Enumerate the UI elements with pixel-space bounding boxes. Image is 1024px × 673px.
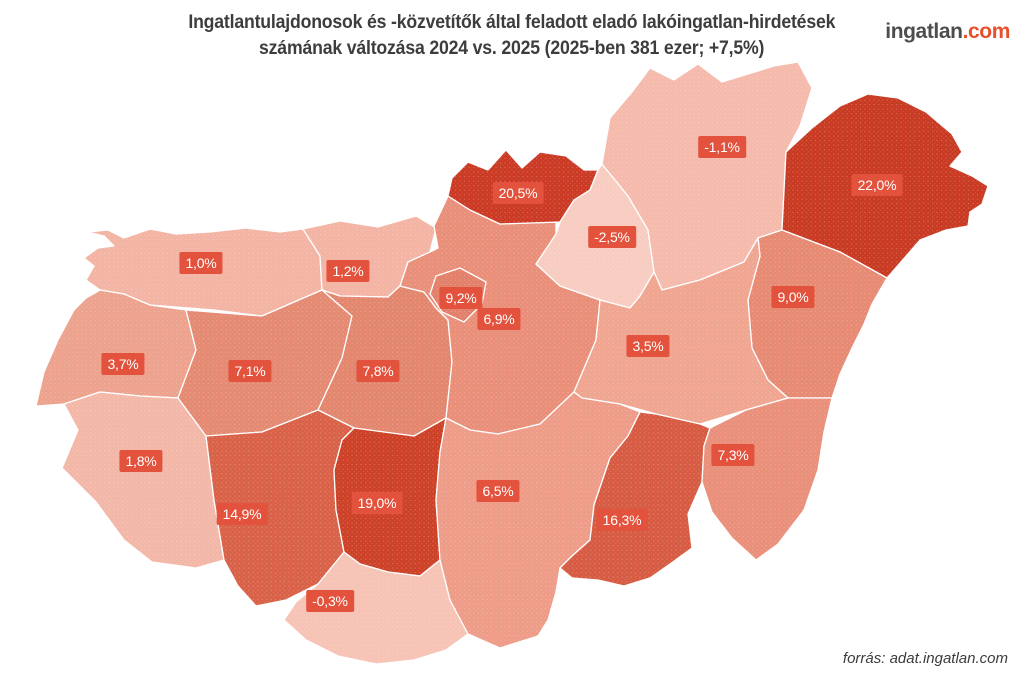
logo-brand-text: ingatlan (885, 20, 963, 43)
county-texture-hajdu-bihar (748, 230, 887, 398)
county-texture-bacs-kiskun (436, 392, 640, 648)
source-note: forrás: adat.ingatlan.com (842, 650, 1008, 667)
county-texture-csongrad-csanad (560, 412, 710, 586)
title-line-2: számának változása 2024 vs. 2025 (2025-b… (259, 38, 765, 59)
page-title: Ingatlantulajdonosok és -közvetítők álta… (0, 10, 1024, 62)
logo-tld-text: .com (962, 20, 1011, 43)
ingatlan-com-logo: ingatlan.com (885, 20, 1010, 44)
county-texture-jasz-nagykun-szolnok (574, 238, 788, 424)
county-texture-bekes (702, 398, 832, 560)
county-texture-somogy (206, 410, 354, 606)
county-texture-vas (36, 290, 196, 406)
title-line-1: Ingatlantulajdonosok és -közvetítők álta… (188, 12, 836, 33)
county-texture-borsod-abauj-zemplen (602, 62, 812, 290)
county-texture-tolna (334, 418, 446, 576)
county-texture-zala (62, 392, 224, 568)
county-texture-baranya (284, 552, 468, 664)
